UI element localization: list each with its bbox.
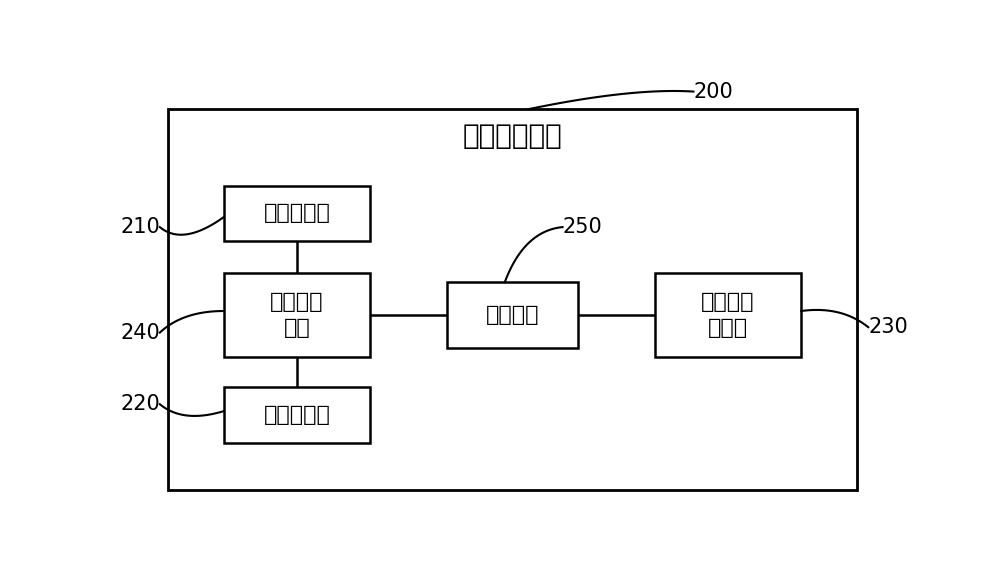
FancyBboxPatch shape [655,272,801,357]
Text: 200: 200 [693,81,733,102]
Text: 210: 210 [120,217,160,237]
FancyBboxPatch shape [224,387,370,443]
Text: 发动机监
测模块: 发动机监 测模块 [701,291,755,338]
Text: 姿态传感器: 姿态传感器 [263,203,330,223]
FancyBboxPatch shape [447,282,578,347]
FancyBboxPatch shape [168,109,857,490]
Text: 230: 230 [868,317,908,337]
Text: 主控制器: 主控制器 [486,305,539,325]
Text: 能效检测系统: 能效检测系统 [463,122,562,150]
Text: 250: 250 [563,217,602,237]
FancyBboxPatch shape [224,272,370,357]
Text: 数据采集
模块: 数据采集 模块 [270,291,324,338]
Text: 240: 240 [120,323,160,343]
Text: 220: 220 [120,394,160,414]
Text: 压力传感器: 压力传感器 [263,405,330,425]
FancyBboxPatch shape [224,186,370,241]
